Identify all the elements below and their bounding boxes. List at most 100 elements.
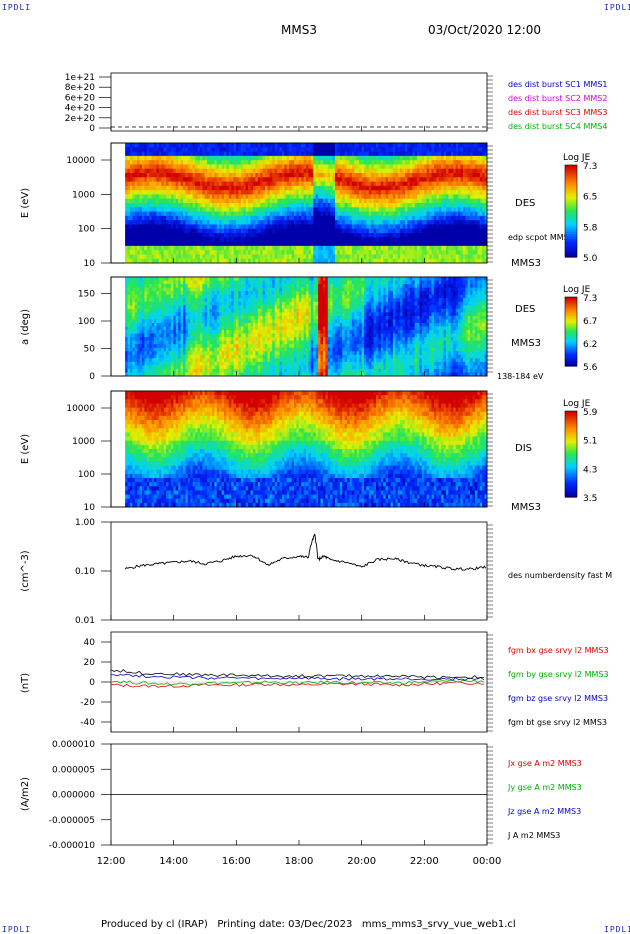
spectrogram-cell <box>310 173 314 178</box>
spectrogram-cell <box>281 198 285 204</box>
spectrogram-cell <box>252 181 256 187</box>
spectrogram-cell <box>151 194 155 200</box>
spectrogram-cell <box>231 224 235 230</box>
spectrogram-cell <box>296 190 300 195</box>
spectrogram-cell <box>320 215 324 221</box>
spectrogram-cell <box>214 194 218 200</box>
spectrogram-cell <box>146 168 150 174</box>
spectrogram-cell <box>207 190 211 195</box>
spectrogram-cell <box>231 173 235 178</box>
spectrogram-cell <box>289 147 293 153</box>
spectrogram-cell <box>349 228 353 234</box>
spectrogram-cell <box>170 254 174 260</box>
spectrogram-cell <box>281 181 285 187</box>
spectrogram-cell <box>296 164 300 170</box>
spectrogram-cell <box>322 168 326 174</box>
spectrogram-cell <box>262 233 266 238</box>
spectrogram-cell <box>127 190 131 195</box>
spectrogram-cell <box>313 224 317 230</box>
spectrogram-cell <box>308 220 312 225</box>
spectrogram-cell <box>257 147 261 153</box>
spectrogram-cell <box>139 207 143 213</box>
spectrogram-cell <box>187 160 191 165</box>
spectrogram-cell <box>149 215 153 221</box>
spectrogram-cell <box>221 177 225 183</box>
spectrogram-cell <box>231 160 235 165</box>
spectrogram-cell <box>284 241 288 247</box>
spectrogram-cell <box>289 155 293 161</box>
spectrogram-cell <box>192 220 196 225</box>
spectrogram-cell <box>248 215 252 221</box>
spectrogram-cell <box>199 224 203 230</box>
spectrogram-cell <box>156 254 160 260</box>
spectrogram-cell <box>238 254 242 260</box>
spectrogram-cell <box>231 177 235 183</box>
spectrogram-cell <box>168 160 172 165</box>
spectrogram-cell <box>202 143 206 148</box>
spectrogram-cell <box>240 233 244 238</box>
spectrogram-cell <box>260 190 264 195</box>
spectrogram-cell <box>262 254 266 260</box>
spectrogram-cell <box>322 147 326 153</box>
spectrogram-cell <box>349 245 353 251</box>
spectrogram-cell <box>293 241 297 247</box>
spectrogram-cell <box>248 245 252 251</box>
spectrogram-cell <box>349 164 353 170</box>
spectrogram-cell <box>262 258 266 264</box>
spectrogram-cell <box>216 241 220 247</box>
spectrogram-cell <box>209 164 213 170</box>
spectrogram-cell <box>245 250 249 255</box>
spectrogram-cell <box>301 168 305 174</box>
spectrogram-cell <box>289 198 293 204</box>
spectrogram-cell <box>313 211 317 217</box>
spectrogram-cell <box>192 237 196 243</box>
spectrogram-cell <box>192 185 196 191</box>
spectrogram-cell <box>199 168 203 174</box>
spectrogram-cell <box>204 237 208 243</box>
spectrogram-cell <box>233 215 237 221</box>
spectrogram-cell <box>320 233 324 238</box>
spectrogram-cell <box>337 245 341 251</box>
panel-right-label: DES <box>515 198 535 209</box>
spectrogram-cell <box>277 237 281 243</box>
y-tick-label: 100 <box>78 225 95 235</box>
spectrogram-cell <box>325 245 329 251</box>
spectrogram-cell <box>303 237 307 243</box>
spectrogram-cell <box>284 220 288 225</box>
spectrogram-cell <box>197 207 201 213</box>
spectrogram-cell <box>166 177 170 183</box>
spectrogram-cell <box>245 151 249 157</box>
spectrogram-cell <box>127 250 131 255</box>
spectrogram-cell <box>173 207 177 213</box>
spectrogram-cell <box>279 143 283 148</box>
spectrogram-cell <box>298 250 302 255</box>
spectrogram-cell <box>211 185 215 191</box>
spectrogram-cell <box>183 211 186 217</box>
spectrogram-cell <box>163 181 167 187</box>
spectrogram-cell <box>199 164 203 170</box>
spectrogram-cell <box>231 211 235 217</box>
spectrogram-cell <box>243 155 247 161</box>
spectrogram-cell <box>151 147 155 153</box>
spectrogram-cell <box>228 258 232 264</box>
spectrogram-cell <box>224 151 227 157</box>
spectrogram-cell <box>344 194 348 200</box>
spectrogram-cell <box>192 181 196 187</box>
spectrogram-cell <box>240 151 244 157</box>
spectrogram-cell <box>320 177 324 183</box>
spectrogram-cell <box>339 224 343 230</box>
spectrogram-cell <box>349 181 353 187</box>
spectrogram-cell <box>211 224 215 230</box>
spectrogram-cell <box>325 241 329 247</box>
spectrogram-cell <box>139 250 143 255</box>
spectrogram-cell <box>284 181 288 187</box>
spectrogram-cell <box>125 155 129 161</box>
spectrogram-cell <box>192 155 196 161</box>
spectrogram-cell <box>156 233 160 238</box>
spectrogram-cell <box>134 177 138 183</box>
spectrogram-cell <box>255 220 259 225</box>
spectrogram-cell <box>332 181 336 187</box>
spectrogram-cell <box>236 155 239 161</box>
spectrogram-cell <box>161 198 165 204</box>
spectrogram-cell <box>257 185 261 191</box>
